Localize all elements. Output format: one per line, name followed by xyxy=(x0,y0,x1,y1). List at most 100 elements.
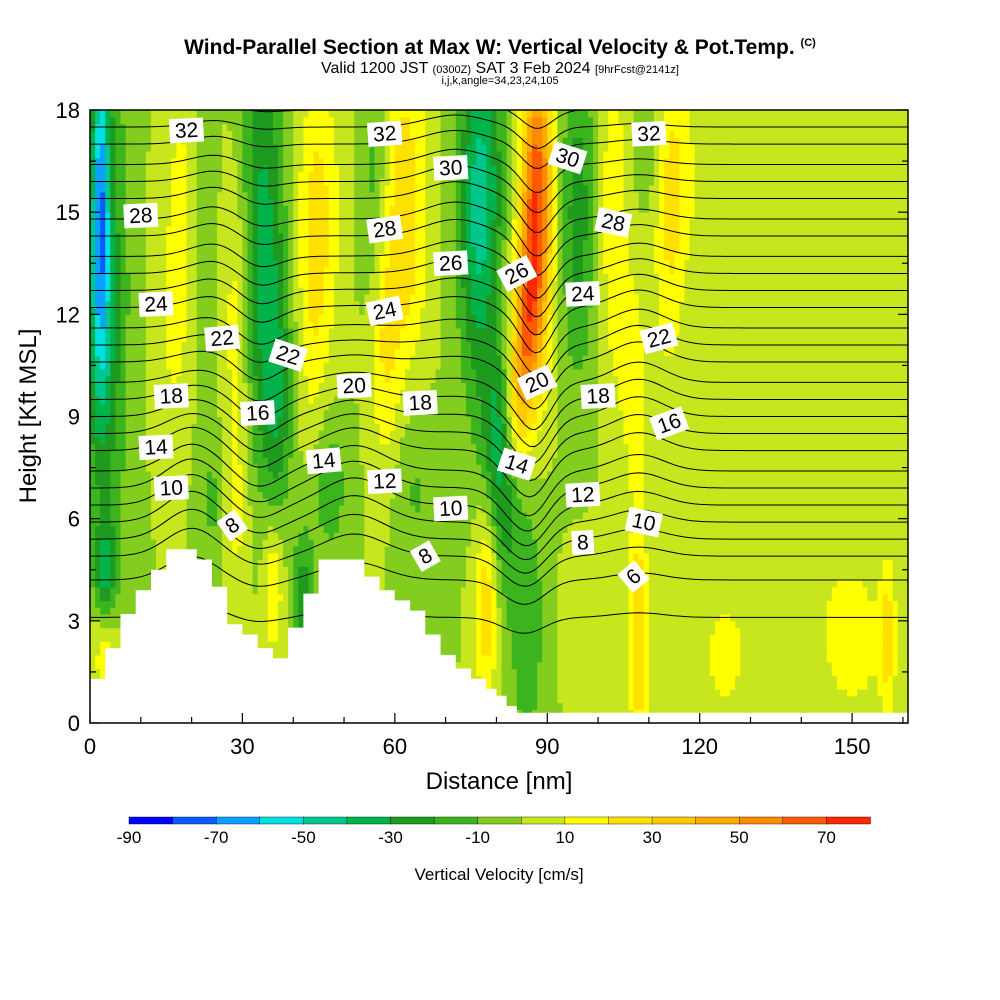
field-cell xyxy=(537,695,559,704)
field-cell xyxy=(252,539,264,547)
field-cell xyxy=(598,123,609,132)
field-cell xyxy=(303,130,335,138)
field-cell xyxy=(369,157,376,166)
field-cell xyxy=(115,191,127,200)
field-cell xyxy=(293,552,315,561)
field-cell xyxy=(196,362,218,370)
field-cell xyxy=(542,607,559,615)
field-cell xyxy=(328,327,376,336)
field-cell xyxy=(252,293,259,302)
field-cell xyxy=(100,212,106,220)
field-cell xyxy=(384,362,396,370)
field-cell xyxy=(333,273,355,281)
field-cell xyxy=(425,280,442,288)
field-cell xyxy=(90,280,96,288)
field-cell xyxy=(521,171,528,179)
field-cell xyxy=(359,443,401,452)
field-cell xyxy=(506,130,513,138)
field-cell xyxy=(648,198,660,206)
contour-label-bg xyxy=(433,250,469,277)
field-cell xyxy=(110,137,116,145)
field-cell xyxy=(501,246,508,254)
field-cell xyxy=(125,334,147,343)
field-cell xyxy=(303,362,325,370)
field-cell xyxy=(196,212,218,220)
field-cell xyxy=(120,539,157,547)
field-cell xyxy=(501,661,513,670)
field-cell xyxy=(537,355,543,363)
field-cell xyxy=(628,627,635,636)
field-cell xyxy=(623,218,660,227)
field-cell xyxy=(659,307,680,315)
field-cell xyxy=(196,280,218,288)
field-cell xyxy=(648,641,711,649)
field-cell xyxy=(501,668,518,676)
field-cell xyxy=(598,287,609,295)
field-cell xyxy=(232,382,238,390)
field-cell xyxy=(328,402,360,411)
field-cell xyxy=(166,266,188,275)
field-cell xyxy=(125,239,147,247)
field-cell xyxy=(511,375,518,384)
field-cell xyxy=(587,110,599,118)
contour-label-text: 14 xyxy=(144,436,169,460)
field-cell xyxy=(471,362,503,370)
field-cell xyxy=(237,341,244,349)
field-cell xyxy=(120,334,127,343)
field-cell xyxy=(110,409,116,418)
field-cell xyxy=(257,198,274,206)
field-cell xyxy=(460,355,472,363)
field-cell xyxy=(476,627,482,636)
field-cell xyxy=(516,682,538,690)
field-cell xyxy=(298,368,304,377)
field-cell xyxy=(501,620,508,629)
field-cell xyxy=(298,579,310,588)
field-cell xyxy=(542,239,548,247)
field-cell xyxy=(277,416,289,424)
field-cell xyxy=(90,300,96,309)
field-cell xyxy=(532,314,538,322)
field-cell xyxy=(460,144,467,152)
terrain-mask xyxy=(90,549,908,723)
field-cell xyxy=(628,620,635,629)
field-cell xyxy=(242,539,254,547)
field-cell xyxy=(440,212,457,220)
field-cell xyxy=(277,552,284,561)
field-cell xyxy=(516,191,523,200)
y-tick-label: 12 xyxy=(56,302,80,327)
field-cell xyxy=(145,164,172,172)
field-cell xyxy=(882,661,894,670)
field-cell xyxy=(115,321,122,329)
field-cell xyxy=(303,327,315,336)
field-cell xyxy=(598,327,609,336)
field-cell xyxy=(496,239,503,247)
field-cell xyxy=(90,443,96,452)
field-cell xyxy=(547,280,553,288)
field-cell xyxy=(552,341,559,349)
colorbar-label: -90 xyxy=(117,828,142,847)
field-cell xyxy=(308,566,315,574)
field-cell xyxy=(511,246,518,254)
field-cell xyxy=(496,191,503,200)
field-cell xyxy=(471,355,503,363)
field-cell xyxy=(486,218,492,227)
field-cell xyxy=(90,593,96,601)
field-cell xyxy=(598,137,609,145)
field-cell xyxy=(110,314,116,322)
field-cell xyxy=(440,355,462,363)
contour-label-bg xyxy=(365,295,404,327)
field-cell xyxy=(272,232,284,241)
field-cell xyxy=(491,430,503,438)
field-cell xyxy=(120,552,157,561)
field-cell xyxy=(237,430,249,438)
field-cell xyxy=(166,273,188,281)
field-cell xyxy=(283,321,289,329)
field-cell xyxy=(105,171,111,179)
field-cell xyxy=(552,164,559,172)
field-cell xyxy=(206,484,218,493)
field-cell xyxy=(415,218,426,227)
field-cell xyxy=(679,198,696,206)
field-cell xyxy=(501,382,508,390)
contour-label: 16 xyxy=(240,400,276,426)
field-cell xyxy=(415,253,426,261)
